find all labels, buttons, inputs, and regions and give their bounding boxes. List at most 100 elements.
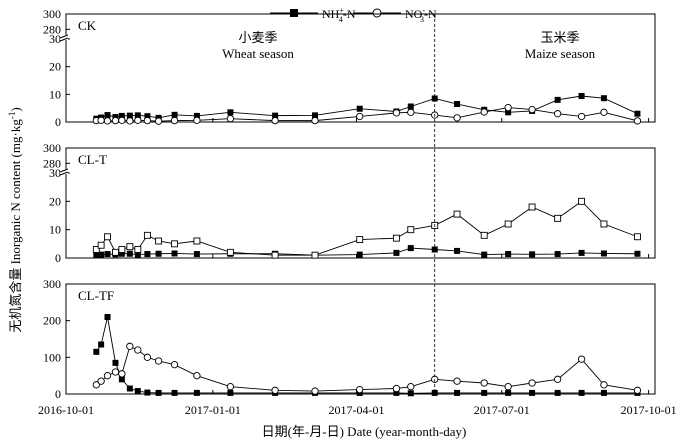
data-point-no3 (600, 381, 608, 389)
data-point-no3 (112, 248, 119, 256)
y-tick-label: 30 (49, 166, 61, 180)
data-point-no3 (453, 210, 461, 218)
data-point-no3 (226, 248, 234, 256)
data-point-no3 (633, 117, 642, 125)
data-point-no3 (271, 386, 279, 394)
data-point-no3 (578, 197, 586, 205)
y-tick-label: 20 (49, 60, 61, 74)
data-point-nh4 (272, 112, 279, 119)
data-point-nh4 (454, 247, 461, 254)
y-tick-label: 20 (49, 194, 61, 208)
data-point-no3 (504, 220, 512, 228)
data-point-no3 (311, 116, 319, 125)
legend-nh4-label: NH+ 4-N (322, 6, 356, 24)
y-tick-label: 200 (43, 314, 61, 328)
x-tick-label: 2017-01-01 (185, 403, 241, 417)
axis-break-gap (60, 35, 68, 40)
data-point-nh4 (93, 252, 100, 259)
data-point-nh4 (600, 250, 607, 257)
data-point-nh4 (529, 389, 536, 396)
data-point-nh4 (393, 249, 400, 256)
panel-frame (65, 13, 656, 123)
data-point-nh4 (104, 251, 111, 258)
x-tick-label: 2016-10-01 (38, 403, 94, 417)
data-point-nh4 (634, 250, 641, 257)
data-point-nh4 (356, 105, 363, 112)
series-line-no3 (96, 345, 638, 392)
y-tick-label: 300 (43, 7, 61, 21)
data-point-no3 (504, 383, 512, 391)
x-tick-label: 2017-10-01 (621, 403, 677, 417)
data-point-nh4 (134, 112, 141, 119)
data-point-nh4 (407, 103, 414, 110)
data-point-nh4 (227, 109, 234, 116)
data-point-nh4 (112, 359, 119, 366)
panel-2: CL-TF 0 100 200 300 2016-10-01 2017-01-01 2017-… (38, 277, 677, 417)
data-point-nh4 (126, 250, 133, 257)
data-point-nh4 (529, 251, 536, 258)
data-point-nh4 (454, 101, 461, 108)
wheat-season-en: Wheat season (222, 46, 294, 61)
data-point-no3 (193, 116, 201, 124)
data-point-no3 (170, 116, 179, 125)
panel-title: CL-TF (78, 288, 114, 303)
data-point-nh4 (554, 251, 561, 258)
data-point-no3 (633, 233, 641, 241)
data-point-no3 (226, 115, 235, 123)
maize-season-cn: 玉米季 (540, 30, 579, 45)
data-point-no3 (155, 237, 163, 245)
data-point-no3 (134, 346, 142, 354)
data-point-no3 (97, 377, 105, 385)
data-point-nh4 (98, 341, 105, 348)
data-point-no3 (528, 379, 536, 387)
data-point-no3 (92, 381, 100, 389)
axis-break-mark (59, 37, 69, 42)
data-point-no3 (392, 384, 401, 393)
data-point-nh4 (431, 95, 438, 102)
data-point-nh4 (134, 251, 141, 258)
data-point-nh4 (98, 251, 105, 258)
data-point-nh4 (193, 112, 200, 119)
data-point-nh4 (126, 112, 133, 119)
data-point-no3 (453, 377, 461, 385)
data-point-no3 (356, 112, 364, 121)
data-point-nh4 (171, 111, 178, 118)
data-point-no3 (553, 110, 562, 118)
data-point-no3 (143, 116, 152, 125)
data-point-no3 (311, 251, 319, 259)
data-point-nh4 (481, 251, 488, 258)
data-point-no3 (193, 372, 201, 380)
data-point-no3 (271, 251, 279, 259)
legend-nh4-marker (290, 9, 298, 17)
legend-no3-marker (372, 8, 382, 18)
data-point-nh4 (227, 389, 234, 396)
y-tick-label: 0 (55, 387, 61, 401)
data-point-nh4 (104, 314, 111, 320)
data-point-nh4 (481, 389, 488, 396)
y-tick-label: 10 (49, 87, 61, 101)
data-point-no3 (134, 116, 142, 124)
data-point-nh4 (144, 389, 151, 396)
data-point-no3 (356, 385, 364, 394)
data-point-no3 (118, 246, 126, 253)
data-point-nh4 (454, 389, 461, 396)
data-point-no3 (271, 116, 279, 125)
data-point-nh4 (431, 389, 438, 396)
data-point-no3 (118, 116, 126, 124)
data-point-no3 (480, 231, 488, 239)
panel-frame (65, 147, 656, 259)
data-point-no3 (111, 116, 120, 125)
data-point-no3 (528, 203, 536, 211)
data-point-no3 (480, 379, 488, 387)
data-point-nh4 (578, 249, 585, 256)
data-point-nh4 (193, 389, 200, 396)
data-point-no3 (170, 361, 179, 369)
y-tick-label: 280 (43, 22, 61, 36)
data-point-nh4 (505, 251, 512, 258)
data-point-no3 (193, 237, 201, 245)
data-point-no3 (600, 108, 608, 116)
data-point-no3 (103, 372, 112, 380)
data-point-nh4 (134, 388, 141, 395)
data-point-no3 (504, 103, 512, 112)
